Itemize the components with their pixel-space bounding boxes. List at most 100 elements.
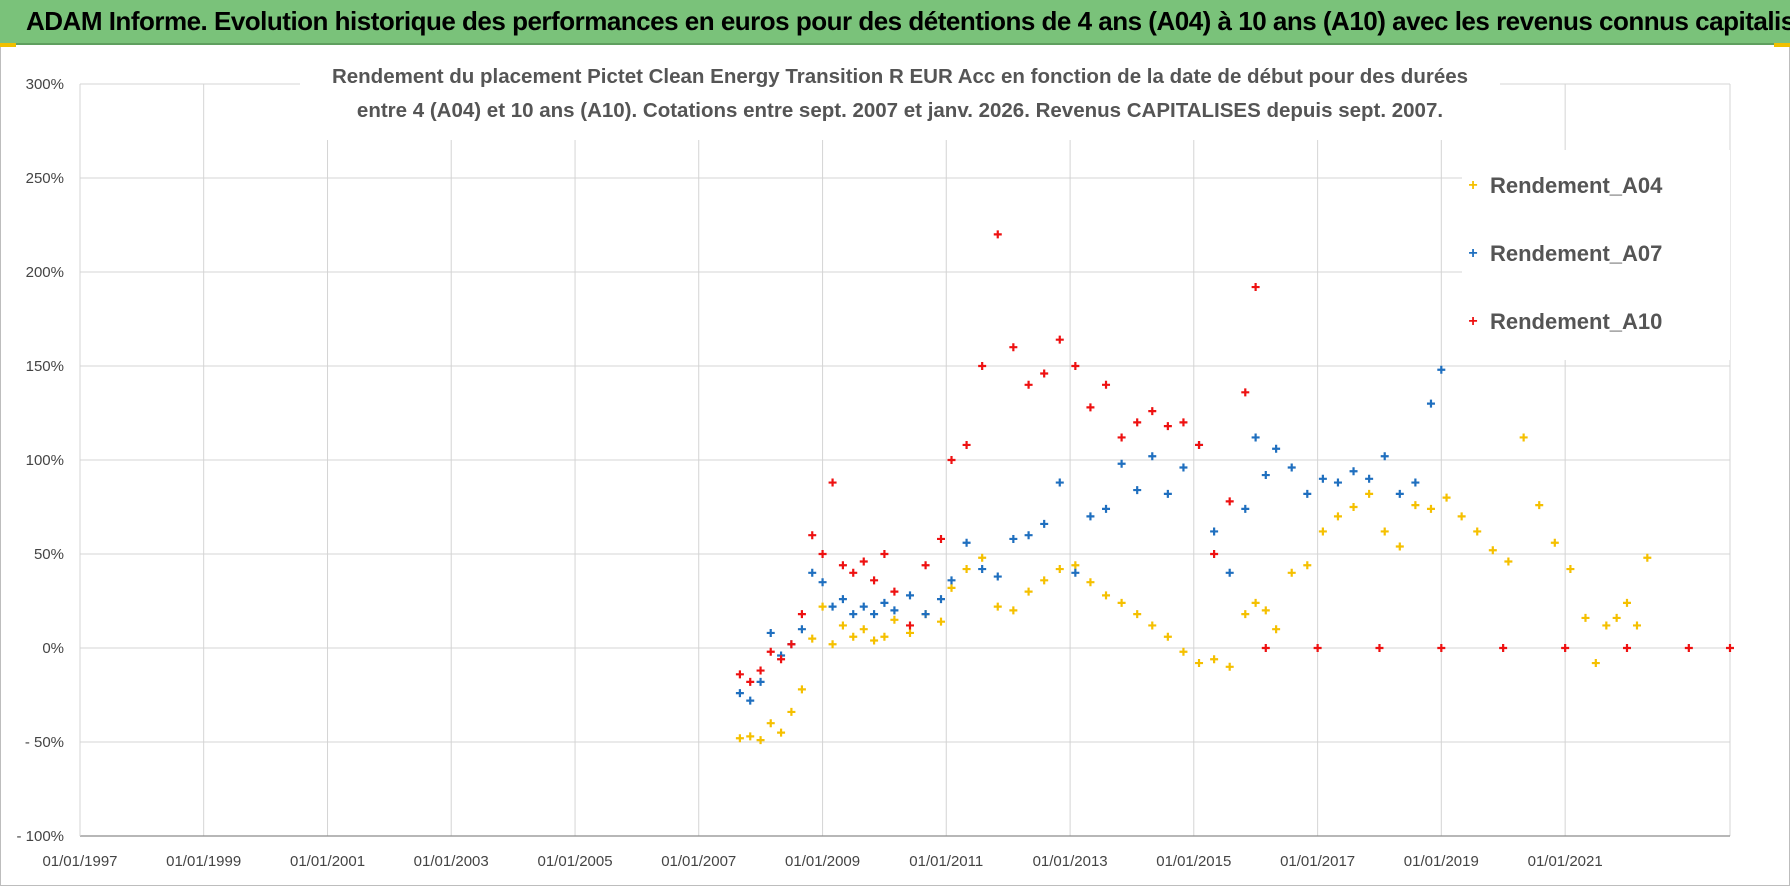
- data-point: [1179, 418, 1188, 427]
- data-point: [1210, 550, 1219, 558]
- data-point: [1333, 512, 1342, 521]
- x-tick-label: 01/01/2003: [414, 853, 489, 870]
- data-point: [859, 625, 868, 634]
- data-point: [1395, 542, 1404, 551]
- data-point: [1241, 504, 1250, 513]
- data-point: [947, 456, 956, 464]
- data-point: [947, 583, 956, 592]
- legend-item-a10: + Rendement_A10: [1462, 308, 1662, 338]
- data-point: [797, 625, 806, 634]
- data-point: [838, 561, 847, 570]
- data-point: [1148, 407, 1157, 416]
- data-point: [1241, 388, 1250, 397]
- y-tick-label: 0%: [42, 640, 64, 657]
- data-point: [797, 610, 806, 619]
- y-tick-label: - 100%: [16, 828, 64, 845]
- legend-label-a04: Rendement_A04: [1490, 173, 1663, 199]
- data-point: [1179, 647, 1188, 656]
- data-point: [1550, 538, 1559, 547]
- data-point: [787, 640, 796, 649]
- data-point: [1117, 433, 1126, 442]
- x-tick-label: 01/01/2009: [785, 853, 860, 870]
- data-point: [993, 572, 1002, 581]
- data-point: [1313, 644, 1322, 652]
- data-point: [1163, 632, 1172, 641]
- chart-subtitle: entre 4 (A04) et 10 ans (A10). Cotations…: [356, 99, 1444, 122]
- data-point: [1333, 478, 1342, 487]
- data-point: [890, 587, 899, 596]
- data-point: [859, 602, 868, 611]
- data-point: [1055, 565, 1064, 574]
- y-tick-label: 150%: [26, 358, 64, 375]
- data-point: [849, 632, 858, 641]
- data-point: [1102, 380, 1111, 389]
- data-point: [1163, 422, 1172, 431]
- x-tick-label: 01/01/2021: [1528, 853, 1603, 870]
- data-point: [746, 677, 755, 686]
- chart-title: Rendement du placement Pictet Clean Ener…: [331, 65, 1469, 88]
- x-tick-label: 01/01/2013: [1033, 853, 1108, 870]
- data-point: [1349, 467, 1358, 476]
- data-point: [735, 670, 744, 679]
- data-point: [870, 636, 879, 645]
- x-tick-label: 01/01/1997: [42, 853, 117, 870]
- y-tick-label: 200%: [26, 264, 64, 281]
- data-point: [1024, 531, 1033, 540]
- data-point: [1148, 621, 1157, 630]
- data-point: [818, 578, 827, 587]
- data-point: [1040, 369, 1049, 378]
- data-point: [905, 621, 914, 630]
- data-point: [1684, 644, 1693, 652]
- data-point: [880, 550, 889, 558]
- series-rendement-a04: [735, 433, 1652, 745]
- y-tick-label: 50%: [34, 546, 64, 563]
- data-point: [1024, 380, 1033, 389]
- data-point: [1272, 625, 1281, 634]
- data-point: [1195, 659, 1204, 668]
- legend-marker-a07: +: [1468, 245, 1478, 263]
- data-point: [1437, 365, 1446, 374]
- x-tick-label: 01/01/2015: [1156, 853, 1231, 870]
- data-point: [766, 719, 775, 728]
- data-point: [1024, 587, 1033, 596]
- data-point: [1622, 644, 1631, 652]
- data-point: [1349, 503, 1358, 511]
- header-banner: ADAM Informe. Evolution historique des p…: [0, 0, 1790, 45]
- data-point: [1086, 578, 1095, 587]
- data-point: [1040, 576, 1049, 585]
- data-point: [1210, 527, 1219, 536]
- x-tick-label: 01/01/2011: [909, 853, 983, 870]
- data-point: [1261, 606, 1270, 615]
- data-point: [777, 655, 786, 664]
- data-point: [808, 634, 817, 643]
- data-point: [1251, 433, 1260, 442]
- data-point: [1411, 478, 1420, 487]
- chart-title-box: Rendement du placement Pictet Clean Ener…: [300, 60, 1500, 140]
- data-point: [1365, 474, 1374, 483]
- data-point: [1566, 565, 1575, 574]
- data-point: [978, 565, 987, 574]
- data-point: [1426, 399, 1435, 408]
- data-point: [937, 534, 946, 543]
- corner-accent-right: [1774, 43, 1790, 47]
- data-point: [1009, 343, 1018, 352]
- data-point: [1251, 598, 1260, 607]
- data-point: [1395, 489, 1404, 498]
- data-point: [937, 595, 946, 604]
- data-point: [849, 610, 858, 619]
- series-rendement-a07: [735, 365, 1446, 705]
- data-point: [1632, 621, 1641, 630]
- banner-title: ADAM Informe. Evolution historique des p…: [26, 6, 1790, 36]
- data-point: [890, 615, 899, 624]
- data-point: [1133, 418, 1142, 427]
- data-point: [1133, 610, 1142, 619]
- data-point: [962, 440, 971, 449]
- y-tick-label: 100%: [26, 452, 64, 469]
- data-point: [1426, 504, 1435, 513]
- data-point: [1375, 644, 1384, 652]
- data-point: [746, 732, 755, 741]
- data-point: [1535, 501, 1544, 510]
- data-point: [1411, 501, 1420, 510]
- data-point: [1117, 459, 1126, 468]
